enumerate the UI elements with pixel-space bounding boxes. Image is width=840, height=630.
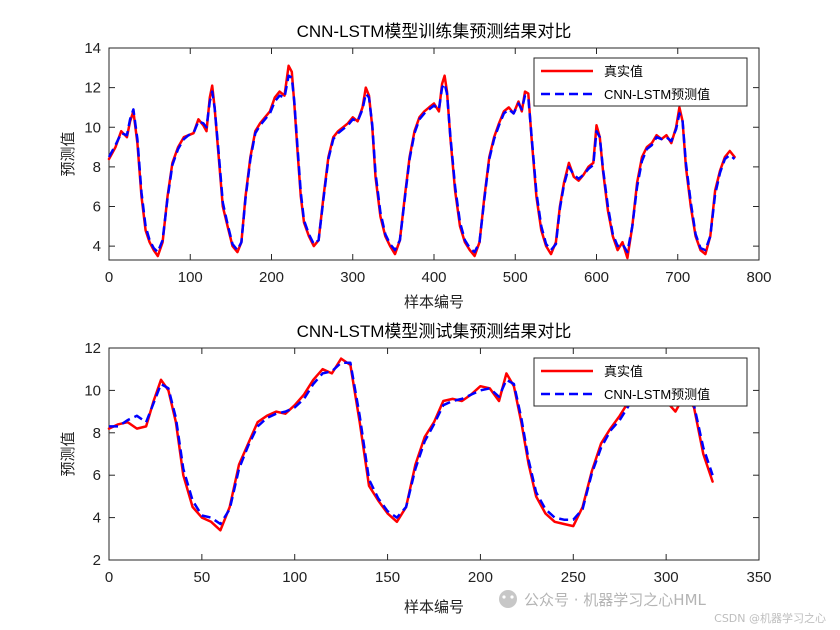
watermark-small: CSDN @机器学习之心 bbox=[714, 611, 826, 625]
chart-train-ylabel: 预测值 bbox=[59, 131, 77, 176]
watermark: 公众号 · 机器学习之心HML CSDN @机器学习之心 bbox=[499, 590, 826, 625]
chart-train-ticks: 0 100 200 300 400 500 600 700 800 4 6 8 10 12 14 bbox=[84, 40, 771, 286]
chart-train-xtick-label: 100 bbox=[178, 269, 203, 286]
chart-train-legend-real: 真实值 bbox=[604, 64, 643, 79]
chart-train-xtick-label: 400 bbox=[421, 269, 446, 286]
chart-test-lines bbox=[107, 357, 714, 532]
chart-train-series-pred bbox=[107, 74, 736, 254]
chart-train-xtick-label: 700 bbox=[665, 269, 690, 286]
chart-train-title: CNN-LSTM模型训练集预测结果对比 bbox=[297, 22, 572, 41]
chart-test-legend: 真实值 CNN-LSTM预测值 bbox=[533, 357, 748, 407]
chart-test-ytick-label: 12 bbox=[84, 340, 101, 357]
chart-train-xtick-label: 300 bbox=[340, 269, 365, 286]
chart-test-ytick-label: 6 bbox=[93, 467, 101, 484]
chart-train-ytick-label: 8 bbox=[93, 159, 101, 176]
chart-train: CNN-LSTM模型训练集预测结果对比 0 100 200 300 400 500 600 7… bbox=[59, 22, 772, 311]
chart-test-xtick-label: 0 bbox=[105, 569, 113, 586]
chart-train-xtick-label: 200 bbox=[259, 269, 284, 286]
chart-train-xtick-label: 600 bbox=[584, 269, 609, 286]
chart-test: CNN-LSTM模型测试集预测结果对比 0 50 100 150 200 250 300 35… bbox=[59, 322, 772, 616]
chart-train-ytick-label: 10 bbox=[84, 119, 101, 136]
chart-test-ytick-label: 10 bbox=[84, 382, 101, 399]
wechat-icon bbox=[499, 590, 517, 608]
chart-test-xtick-label: 350 bbox=[746, 569, 771, 586]
chart-test-xlabel: 样本编号 bbox=[404, 598, 464, 616]
chart-train-lines bbox=[107, 64, 736, 260]
chart-train-xtick-label: 800 bbox=[746, 269, 771, 286]
chart-test-legend-box bbox=[533, 357, 748, 407]
chart-test-xtick-label: 250 bbox=[561, 569, 586, 586]
chart-train-xlabel: 样本编号 bbox=[404, 293, 464, 311]
chart-train-ytick-label: 4 bbox=[93, 238, 101, 255]
chart-train-legend-box bbox=[533, 57, 748, 107]
chart-train-xtick-label: 500 bbox=[503, 269, 528, 286]
chart-train-legend-pred: CNN-LSTM预测值 bbox=[604, 87, 710, 102]
chart-test-xtick-label: 150 bbox=[375, 569, 400, 586]
chart-test-xtick-label: 100 bbox=[282, 569, 307, 586]
chart-train-xtick-label: 0 bbox=[105, 269, 113, 286]
chart-test-title: CNN-LSTM模型测试集预测结果对比 bbox=[297, 322, 572, 341]
chart-train-ytick-label: 12 bbox=[84, 80, 101, 97]
chart-test-legend-real: 真实值 bbox=[604, 364, 643, 379]
chart-test-legend-pred: CNN-LSTM预测值 bbox=[604, 387, 710, 402]
chart-test-xtick-label: 300 bbox=[654, 569, 679, 586]
chart-test-xtick-label: 50 bbox=[194, 569, 211, 586]
chart-test-ytick-label: 4 bbox=[93, 510, 101, 527]
chart-test-ytick-label: 8 bbox=[93, 425, 101, 442]
chart-test-ticks: 0 50 100 150 200 250 300 350 2 4 6 8 10 12 bbox=[84, 340, 771, 586]
chart-test-ytick-label: 2 bbox=[93, 552, 101, 569]
chart-test-ylabel: 预测值 bbox=[59, 431, 77, 476]
watermark-main: 公众号 · 机器学习之心HML bbox=[524, 591, 707, 609]
chart-test-series-pred bbox=[109, 361, 714, 526]
chart-test-xtick-label: 200 bbox=[468, 569, 493, 586]
chart-train-ytick-label: 14 bbox=[84, 40, 101, 57]
chart-train-ytick-label: 6 bbox=[93, 199, 101, 216]
chart-test-series-real bbox=[107, 357, 714, 532]
chart-train-legend: 真实值 CNN-LSTM预测值 bbox=[533, 57, 748, 107]
